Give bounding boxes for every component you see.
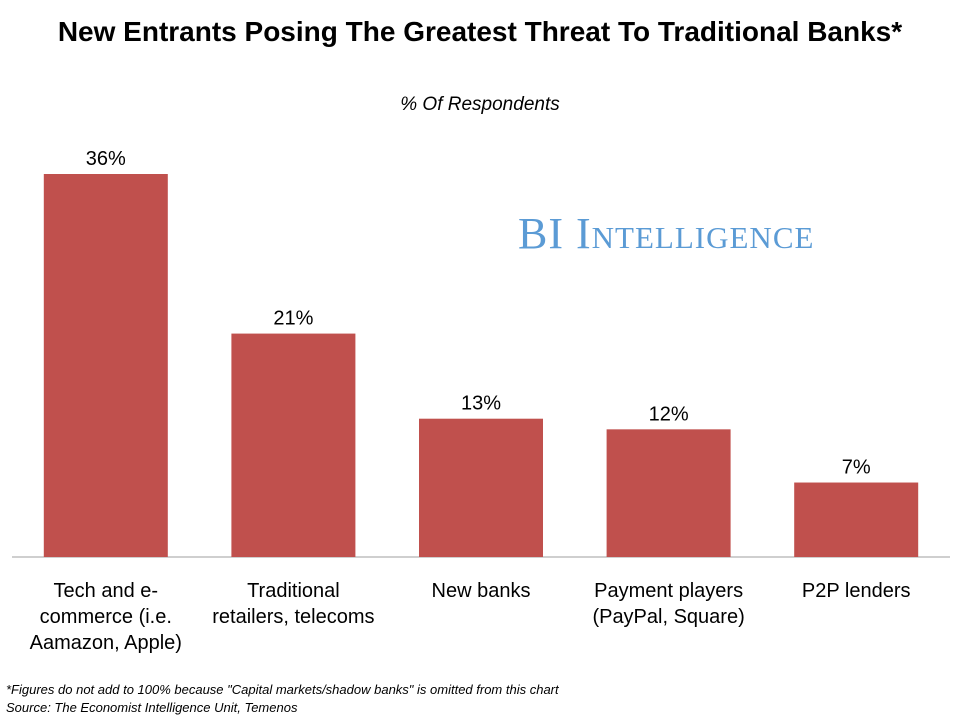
footnote: *Figures do not add to 100% because "Cap…	[6, 682, 559, 697]
data-label-4: 7%	[842, 457, 871, 479]
category-label-2: New banks	[431, 580, 531, 602]
watermark-logo: BI Intelligence	[518, 209, 815, 258]
data-label-0: 36%	[86, 148, 126, 170]
bar-0	[43, 174, 168, 557]
bar-2	[419, 418, 543, 557]
bar-1	[231, 333, 356, 557]
source-note: Source: The Economist Intelligence Unit,…	[6, 700, 298, 715]
category-label-0: Tech and e- commerce (i.e. Aamazon, Appl…	[29, 580, 182, 654]
category-label-1: Traditional retailers, telecoms	[212, 580, 375, 628]
chart-subtitle: % Of Respondents	[400, 94, 560, 115]
category-label-3: Payment players (PayPal, Square)	[592, 580, 745, 628]
bar-4	[794, 482, 919, 557]
chart-title: New Entrants Posing The Greatest Threat …	[57, 16, 903, 47]
category-label-4: P2P lenders	[801, 580, 911, 602]
data-label-3: 12%	[649, 403, 689, 425]
bar-3	[606, 429, 731, 557]
data-label-1: 21%	[273, 308, 313, 330]
data-label-2: 13%	[461, 393, 501, 415]
